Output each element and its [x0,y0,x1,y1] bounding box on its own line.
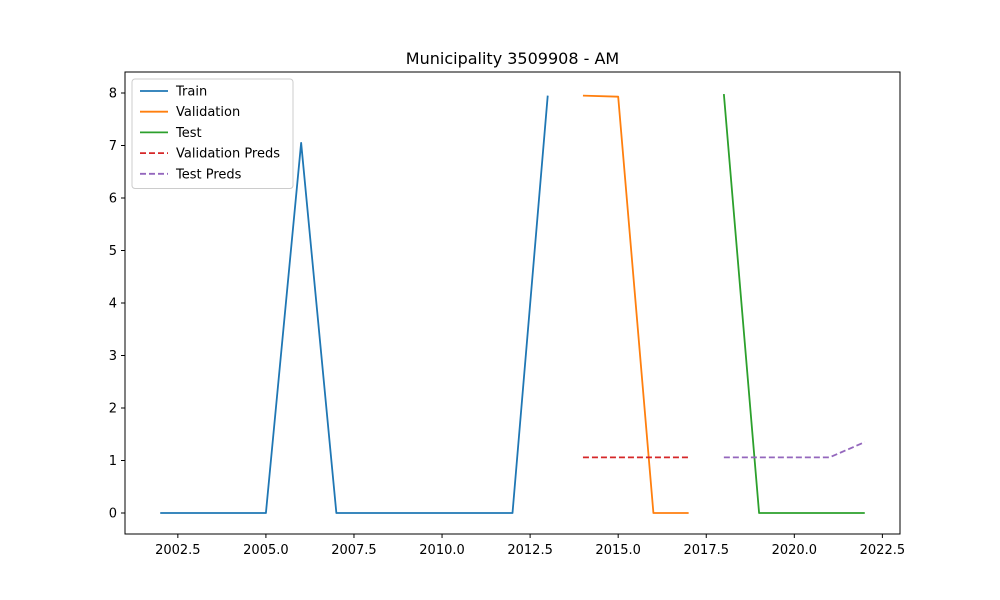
series-line-test [722,93,865,514]
x-tick-label: 2020.0 [772,543,818,558]
chart-title: Municipality 3509908 - AM [406,49,619,68]
legend-label: Test Preds [175,167,242,182]
x-tick-label: 2007.5 [331,543,377,558]
y-tick-label: 3 [109,349,117,364]
series-line-validation [582,94,689,514]
legend-box [131,78,294,189]
x-tick-label: 2002.5 [155,543,201,558]
y-tick-label: 2 [109,402,117,417]
x-tick-label: 2010.0 [419,543,465,558]
x-tick-label: 2015.0 [595,543,641,558]
legend-label: Train [175,85,207,100]
legend-label: Test [175,126,202,141]
axis-ticks: 2002.5 2005.0 2007.5 2010.0 2012.5 2015.0 2017… [109,87,905,559]
x-tick-label: 2022.5 [860,543,906,558]
legend-label: Validation Preds [176,147,280,162]
y-tick-label: 5 [109,244,117,259]
x-tick-label: 2012.5 [507,543,553,558]
y-tick-label: 7 [109,139,117,154]
legend-label: Validation [176,105,240,120]
x-tick-label: 2017.5 [684,543,730,558]
y-tick-label: 6 [109,192,117,207]
y-tick-label: 4 [109,297,117,312]
series-line-train [160,95,549,514]
y-tick-label: 1 [109,454,117,469]
series-line-test-preds [723,441,866,459]
x-tick-label: 2005.0 [243,543,289,558]
y-tick-label: 0 [109,507,117,522]
legend: Train Validation Test Validation Preds Test … [131,78,294,189]
y-tick-label: 8 [109,87,117,102]
